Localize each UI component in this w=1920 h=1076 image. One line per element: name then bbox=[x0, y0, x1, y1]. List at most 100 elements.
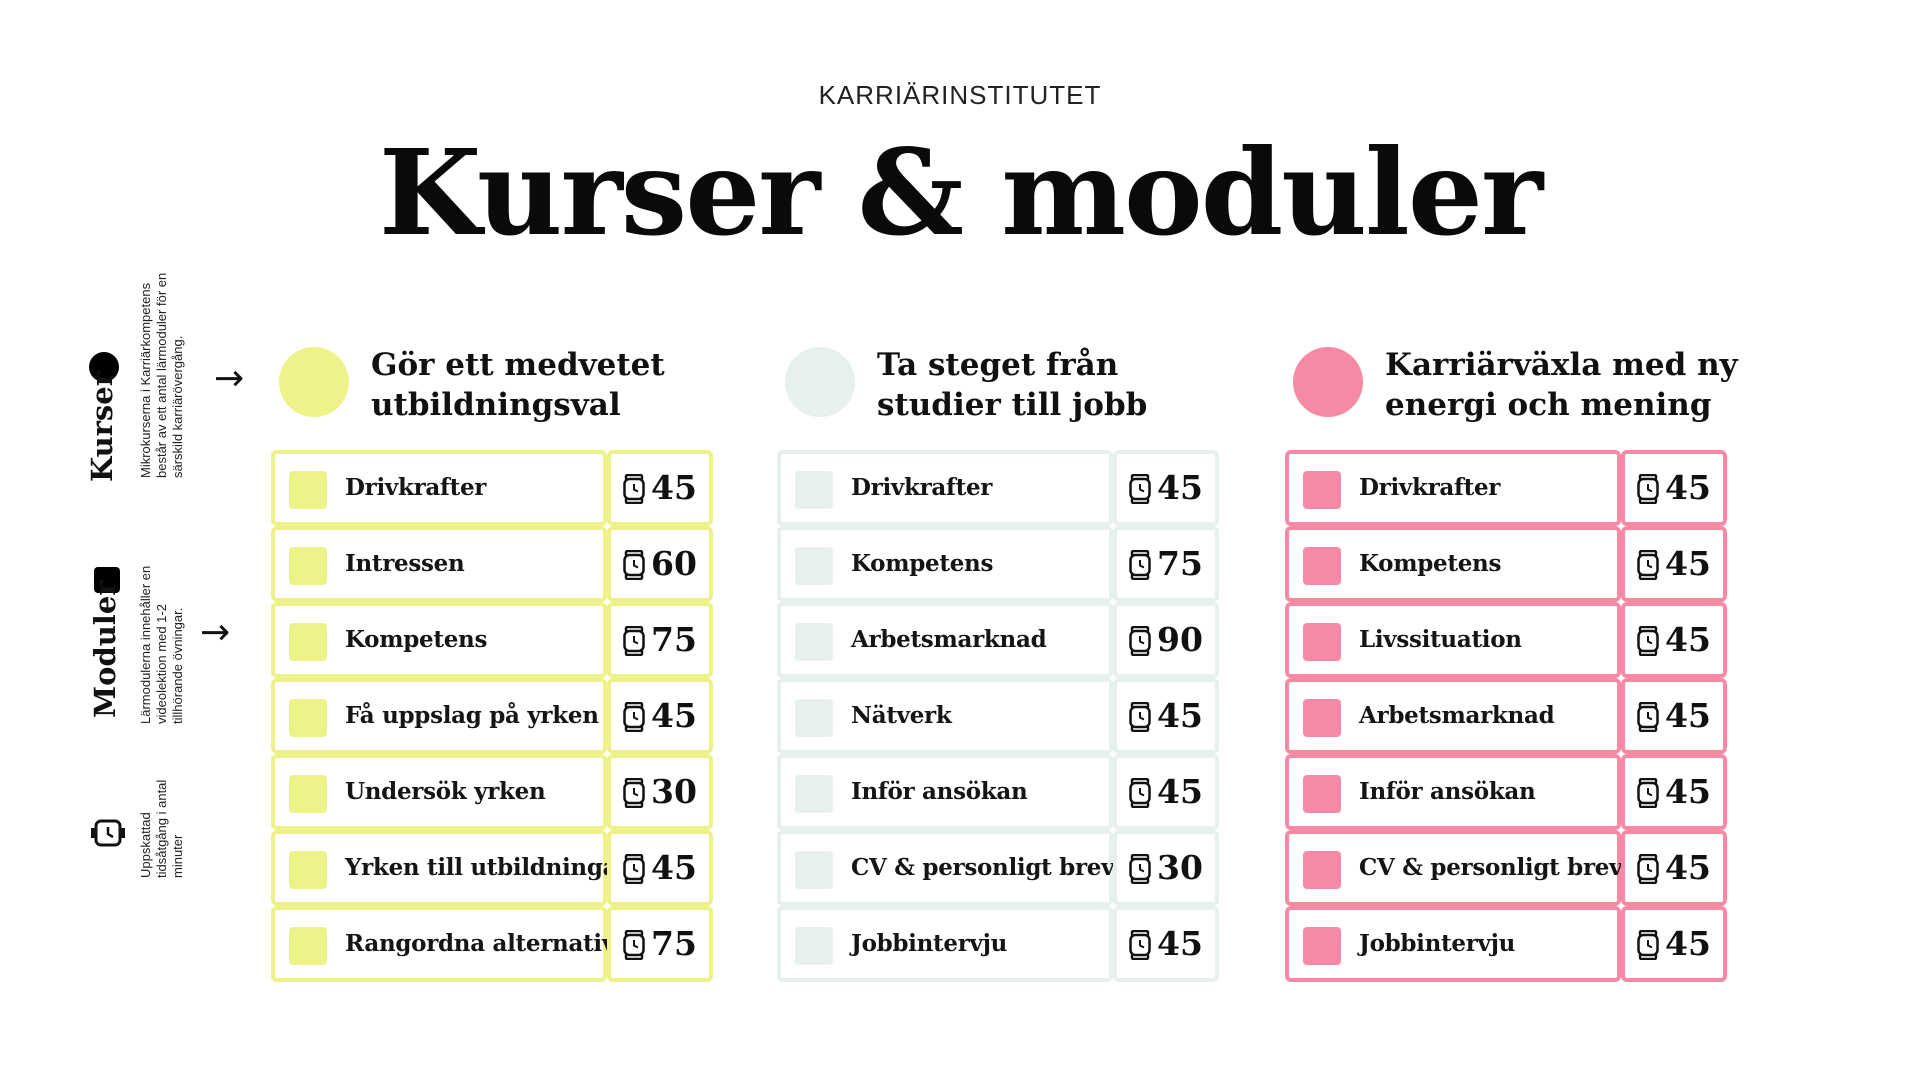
watch-icon bbox=[1129, 549, 1151, 584]
module-row: Arbetsmarknad 45 bbox=[1285, 678, 1727, 754]
module-row: Rangordna alternativ 75 bbox=[271, 906, 713, 982]
module-color-square bbox=[1303, 471, 1341, 509]
module-name: Kompetens bbox=[1359, 550, 1502, 577]
module-name-cell: Drivkrafter bbox=[1285, 450, 1621, 526]
module-name: Kompetens bbox=[851, 550, 994, 577]
watch-icon bbox=[1637, 777, 1659, 812]
module-row: Kompetens 75 bbox=[777, 526, 1219, 602]
module-list: Drivkrafter 45 Intressen 60 Kompetens 75 Få up… bbox=[271, 450, 713, 982]
module-time-cell: 45 bbox=[1621, 754, 1727, 830]
module-minutes: 45 bbox=[1665, 620, 1711, 659]
module-name-cell: Inför ansökan bbox=[1285, 754, 1621, 830]
module-name-cell: Undersök yrken bbox=[271, 754, 607, 830]
module-minutes: 45 bbox=[1665, 696, 1711, 735]
module-time-cell: 45 bbox=[1113, 754, 1219, 830]
module-minutes: 45 bbox=[651, 696, 697, 735]
module-name-cell: CV & personligt brev bbox=[777, 830, 1115, 906]
watch-icon bbox=[1129, 929, 1151, 964]
module-name: Intressen bbox=[345, 550, 465, 577]
course-header: Gör ett medvetet utbildningsval bbox=[271, 345, 711, 450]
module-time-cell: 45 bbox=[1113, 906, 1219, 982]
watch-icon bbox=[623, 625, 645, 660]
black-square-icon bbox=[94, 567, 120, 593]
legend-tid-description: Uppskattad tidsåtgång i antal minuter bbox=[138, 779, 185, 878]
module-color-square bbox=[795, 851, 833, 889]
module-list: Drivkrafter 45 Kompetens 45 Livssituation 45 A… bbox=[1285, 450, 1727, 982]
course-column: Ta steget från studier till jobb Drivkra… bbox=[777, 345, 1219, 982]
module-time-cell: 45 bbox=[1621, 526, 1727, 602]
module-name-cell: Få uppslag på yrken bbox=[271, 678, 607, 754]
arrow-right-icon: → bbox=[200, 612, 231, 653]
module-name: Kompetens bbox=[345, 626, 488, 653]
legend-moduler-description: Lärmodulerna innehåller en videolektion … bbox=[138, 565, 185, 724]
module-name: Undersök yrken bbox=[345, 778, 546, 805]
module-color-square bbox=[795, 699, 833, 737]
black-circle-icon bbox=[89, 352, 119, 382]
module-minutes: 30 bbox=[651, 772, 697, 811]
module-time-cell: 90 bbox=[1113, 602, 1219, 678]
watch-icon bbox=[623, 701, 645, 736]
module-name-cell: Kompetens bbox=[777, 526, 1113, 602]
module-name: Nätverk bbox=[851, 702, 952, 729]
module-color-square bbox=[1303, 547, 1341, 585]
watch-icon bbox=[1637, 549, 1659, 584]
module-name: Drivkrafter bbox=[345, 474, 487, 501]
module-minutes: 60 bbox=[651, 544, 697, 583]
module-row: Drivkrafter 45 bbox=[1285, 450, 1727, 526]
page-title: Kurser & moduler bbox=[378, 123, 1543, 262]
module-time-cell: 45 bbox=[1621, 450, 1727, 526]
course-color-circle bbox=[1293, 347, 1363, 417]
module-name: Jobbintervju bbox=[1359, 930, 1516, 957]
module-color-square bbox=[795, 547, 833, 585]
watch-icon bbox=[1129, 853, 1151, 888]
course-column: Karriärväxla med ny energi och mening Dr… bbox=[1285, 345, 1738, 982]
module-name-cell: Arbetsmarknad bbox=[1285, 678, 1621, 754]
module-minutes: 45 bbox=[1157, 468, 1203, 507]
module-minutes: 45 bbox=[1157, 696, 1203, 735]
module-time-cell: 45 bbox=[607, 450, 713, 526]
module-name-cell: Kompetens bbox=[271, 602, 607, 678]
module-time-cell: 45 bbox=[1621, 906, 1727, 982]
module-time-cell: 45 bbox=[1113, 678, 1219, 754]
module-row: Livssituation 45 bbox=[1285, 602, 1727, 678]
watch-icon bbox=[623, 549, 645, 584]
module-name: Få uppslag på yrken bbox=[345, 702, 599, 729]
module-name: CV & personligt brev bbox=[851, 854, 1115, 881]
module-minutes: 45 bbox=[1157, 924, 1203, 963]
module-color-square bbox=[1303, 699, 1341, 737]
module-color-square bbox=[289, 547, 327, 585]
module-name: Inför ansökan bbox=[851, 778, 1028, 805]
module-name: Drivkrafter bbox=[1359, 474, 1501, 501]
module-minutes: 45 bbox=[651, 468, 697, 507]
module-name-cell: Drivkrafter bbox=[271, 450, 607, 526]
module-name-cell: Arbetsmarknad bbox=[777, 602, 1113, 678]
module-color-square bbox=[795, 927, 833, 965]
module-name-cell: Kompetens bbox=[1285, 526, 1621, 602]
module-list: Drivkrafter 45 Kompetens 75 Arbetsmarknad 90 N… bbox=[777, 450, 1219, 982]
legend-kurser-heading: Kurser bbox=[85, 371, 119, 482]
module-color-square bbox=[1303, 775, 1341, 813]
module-name-cell: Nätverk bbox=[777, 678, 1113, 754]
module-row: Intressen 60 bbox=[271, 526, 713, 602]
module-name: Yrken till utbildningar bbox=[345, 854, 630, 881]
watch-icon bbox=[623, 929, 645, 964]
module-name-cell: Rangordna alternativ bbox=[271, 906, 615, 982]
module-color-square bbox=[1303, 851, 1341, 889]
module-time-cell: 45 bbox=[1113, 450, 1219, 526]
module-minutes: 45 bbox=[1157, 772, 1203, 811]
module-row: Kompetens 45 bbox=[1285, 526, 1727, 602]
module-color-square bbox=[795, 471, 833, 509]
module-name: CV & personligt brev bbox=[1359, 854, 1623, 881]
module-name-cell: Intressen bbox=[271, 526, 607, 602]
module-time-cell: 60 bbox=[607, 526, 713, 602]
module-time-cell: 30 bbox=[607, 754, 713, 830]
module-minutes: 45 bbox=[1665, 544, 1711, 583]
course-column: Gör ett medvetet utbildningsval Drivkraf… bbox=[271, 345, 713, 982]
module-minutes: 45 bbox=[1665, 924, 1711, 963]
module-row: CV & personligt brev 45 bbox=[1285, 830, 1727, 906]
watch-icon bbox=[623, 473, 645, 508]
course-title: Gör ett medvetet utbildningsval bbox=[371, 347, 665, 423]
legend-kurser-description: Mikrokurserna i Karriärkompetens består … bbox=[138, 272, 185, 478]
module-time-cell: 45 bbox=[1621, 830, 1727, 906]
arrow-right-icon: → bbox=[214, 358, 245, 399]
